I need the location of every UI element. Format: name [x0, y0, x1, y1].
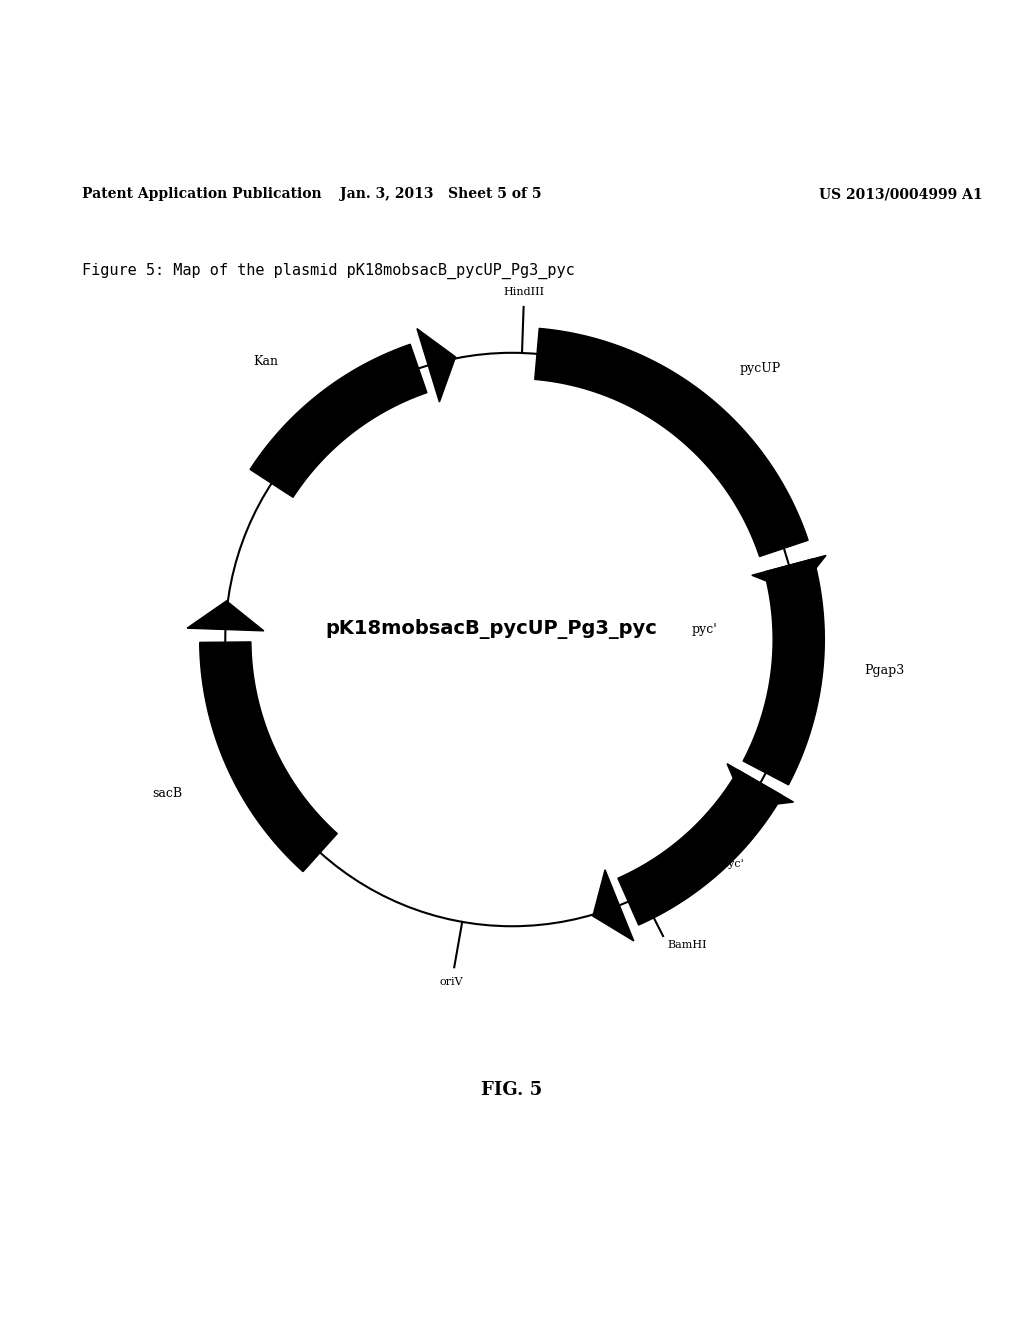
Text: Pgap3: Pgap3 — [864, 664, 904, 677]
Polygon shape — [593, 870, 634, 941]
Polygon shape — [250, 345, 427, 498]
Polygon shape — [617, 770, 782, 925]
Text: pK18mobsacB_pycUP_Pg3_pyc: pK18mobsacB_pycUP_Pg3_pyc — [326, 619, 657, 639]
Text: US 2013/0004999 A1: US 2013/0004999 A1 — [819, 187, 983, 201]
Text: Jan. 3, 2013   Sheet 5 of 5: Jan. 3, 2013 Sheet 5 of 5 — [340, 187, 541, 201]
Text: Kan: Kan — [253, 355, 279, 367]
Text: HindIII: HindIII — [504, 286, 545, 297]
Polygon shape — [200, 642, 337, 871]
Text: pycUP: pycUP — [739, 363, 780, 375]
Polygon shape — [743, 558, 824, 785]
Polygon shape — [752, 556, 826, 593]
Polygon shape — [535, 329, 808, 557]
Text: pyc': pyc' — [722, 859, 744, 869]
Text: Figure 5: Map of the plasmid pK18mobsacB_pycUP_Pg3_pyc: Figure 5: Map of the plasmid pK18mobsacB… — [82, 263, 574, 279]
Text: sacB: sacB — [153, 787, 182, 800]
Polygon shape — [417, 329, 456, 403]
Polygon shape — [727, 764, 794, 808]
Text: pyc': pyc' — [691, 623, 717, 636]
Polygon shape — [187, 601, 264, 631]
Text: oriV: oriV — [439, 977, 463, 987]
Text: FIG. 5: FIG. 5 — [481, 1081, 543, 1100]
Text: BamHI: BamHI — [668, 940, 708, 950]
Text: Patent Application Publication: Patent Application Publication — [82, 187, 322, 201]
